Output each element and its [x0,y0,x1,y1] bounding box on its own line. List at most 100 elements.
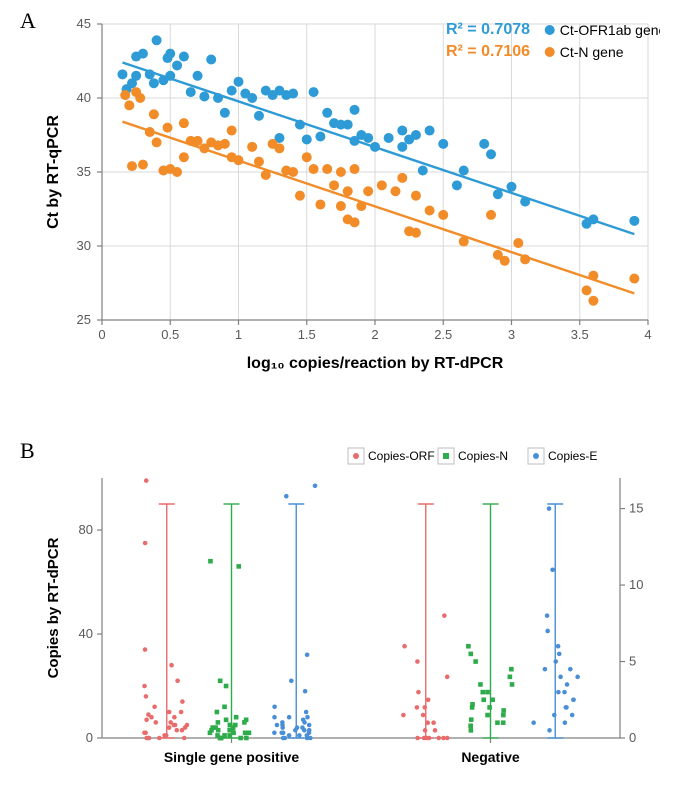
data-point [486,210,496,220]
data-point [550,567,555,572]
data-point [466,644,471,649]
data-point [556,690,561,695]
data-point [485,690,490,695]
data-point [433,728,438,733]
data-point [425,205,435,215]
legend-orf: Ct-OFR1ab gene [560,22,660,38]
data-point [172,167,182,177]
data-point [543,667,548,672]
data-point [227,86,237,96]
y-tick-label: 45 [77,16,91,31]
left-y-tick: 0 [86,730,93,745]
data-point [199,92,209,102]
data-point [563,720,568,725]
data-point [227,126,237,136]
chart-A-scatter: 00.511.522.533.542530354045log₁₀ copies/… [40,10,660,380]
data-point [144,718,149,723]
data-point [169,663,174,668]
data-point [206,55,216,65]
data-point [501,720,506,725]
data-point [153,720,158,725]
data-point [565,682,570,687]
data-point [162,733,167,738]
right-y-tick: 15 [629,501,643,516]
data-point [322,108,332,118]
data-point [302,152,312,162]
data-point [185,723,190,728]
data-point [165,49,175,59]
x-tick-label: 2 [371,327,378,342]
data-point [186,87,196,97]
data-point [441,736,446,741]
data-point [459,166,469,176]
data-point [287,733,292,738]
data-point [582,285,592,295]
data-point [350,164,360,174]
chart-B-strip: Copies-ORFCopies-NCopies-E04080051015Cop… [40,440,670,780]
data-point [238,736,243,741]
data-point [233,723,238,728]
data-point [350,217,360,227]
right-y-tick: 0 [629,730,636,745]
data-point [571,697,576,702]
data-point [222,733,227,738]
data-point [146,712,151,717]
data-point [149,109,159,119]
data-point [402,644,407,649]
data-point [343,120,353,130]
data-point [247,142,257,152]
left-y-tick: 40 [79,626,93,641]
data-point [397,126,407,136]
data-point [307,723,312,728]
data-point [227,733,232,738]
panel-label-A: A [20,8,36,34]
x-tick-label: 1.5 [298,327,316,342]
data-point [301,718,306,723]
data-point [279,731,284,736]
data-point [411,191,421,201]
data-point [438,139,448,149]
x-tick-label: 0 [98,327,105,342]
y-tick-label: 40 [77,90,91,105]
data-point [509,667,514,672]
data-point [418,166,428,176]
data-point [288,89,298,99]
panel-label-B: B [20,438,35,464]
data-point [244,736,249,741]
data-point [144,478,149,483]
data-point [272,731,277,736]
legend-item: Copies-N [458,449,508,463]
data-point [423,728,428,733]
data-point [478,682,483,687]
data-point [411,130,421,140]
data-point [416,690,421,695]
data-point [545,629,550,634]
data-point [415,736,420,741]
data-point [481,697,486,702]
data-point [218,679,223,684]
data-point [287,715,292,720]
data-point [315,200,325,210]
data-point [179,152,189,162]
data-point [138,160,148,170]
data-point [558,675,563,680]
data-point [143,647,148,652]
data-point [295,191,305,201]
data-point [313,484,318,489]
x-tick-label: 4 [644,327,651,342]
data-point [557,652,562,657]
data-point [431,720,436,725]
y-axis-label: Ct by RT-qPCR [45,115,62,229]
data-point [152,705,157,710]
data-point [562,690,567,695]
data-point [363,186,373,196]
data-point [131,71,141,81]
data-point [124,100,134,110]
data-point [507,182,517,192]
data-point [193,71,203,81]
data-point [142,684,147,689]
data-point [289,679,294,684]
data-point [570,713,575,718]
data-point [411,228,421,238]
data-point [234,77,244,87]
